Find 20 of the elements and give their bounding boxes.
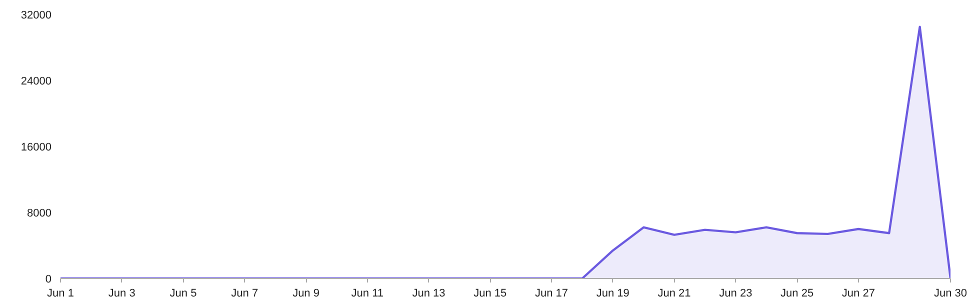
x-tick-label: Jun 25 (780, 288, 814, 300)
x-tick-label: Jun 17 (535, 288, 568, 300)
x-tick-label: Jun 23 (719, 288, 752, 300)
x-tick-label: Jun 15 (474, 288, 507, 300)
x-tick-label: Jun 1 (47, 288, 74, 300)
x-tick-label: Jun 19 (596, 288, 630, 300)
y-tick-label: 0 (45, 274, 52, 286)
x-tick-label: Jun 21 (658, 288, 691, 300)
y-tick-label: 8000 (27, 208, 52, 220)
x-tick-label: Jun 7 (231, 288, 258, 300)
x-tick-label: Jun 5 (170, 288, 197, 300)
x-tick-label: Jun 13 (412, 288, 446, 300)
x-tick-label: Jun 27 (842, 288, 875, 300)
x-tick-label: Jun 3 (108, 288, 136, 300)
x-tick-label: Jun 9 (292, 288, 320, 300)
x-tick-label: Jun 11 (351, 288, 384, 300)
y-tick-label: 16000 (20, 142, 52, 154)
y-tick-label: 24000 (20, 76, 52, 88)
y-tick-label: 32000 (20, 10, 52, 22)
x-tick-label: Jun 30 (934, 288, 968, 300)
